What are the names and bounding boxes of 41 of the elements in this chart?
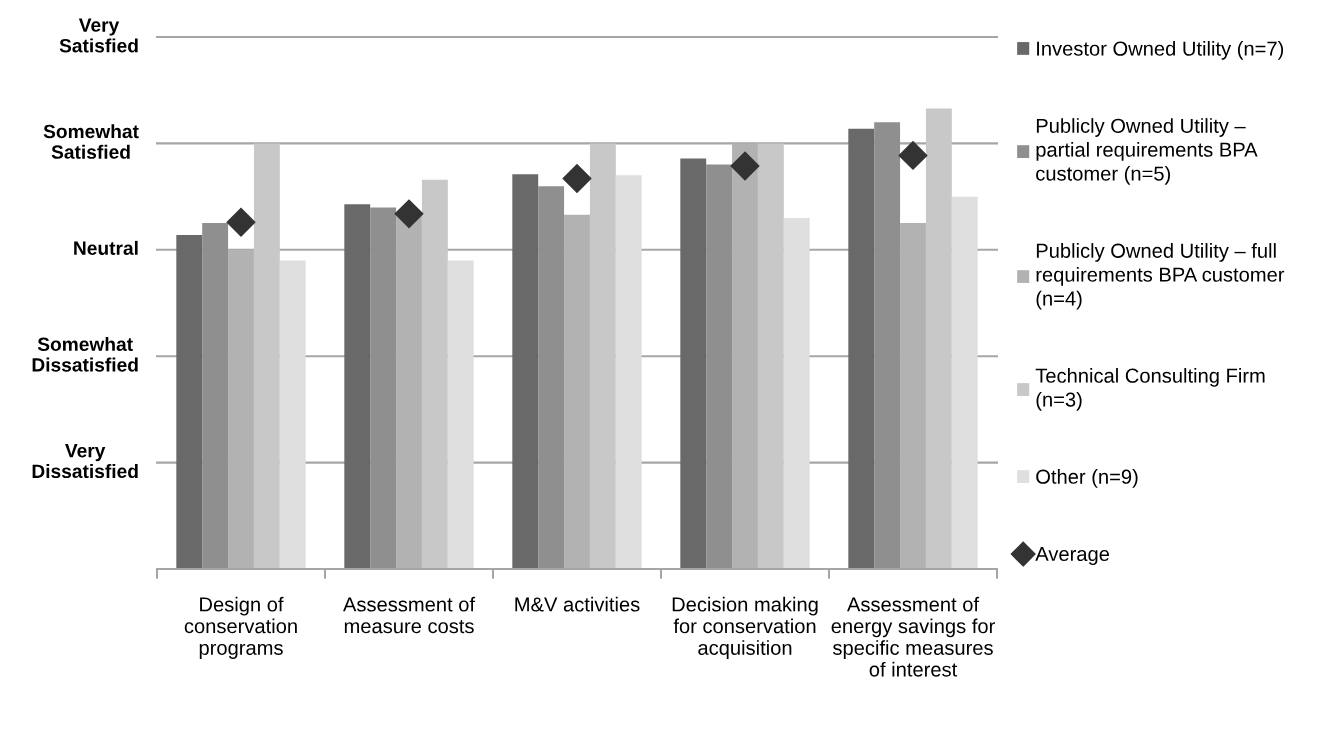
bar — [538, 186, 565, 569]
legend-label: Technical Consulting Firm (n=3) — [1035, 368, 1265, 411]
ref-line-label: Very Dissatisfied — [32, 444, 138, 479]
bar — [447, 260, 474, 569]
bar — [279, 260, 306, 569]
legend-label: Publicly Owned Utility – full requirements BPA customer (n=4) — [1036, 243, 1285, 310]
bar — [589, 143, 616, 569]
bar — [421, 179, 448, 569]
bar — [848, 128, 875, 569]
bar — [706, 164, 733, 569]
x-tick-label: Assessment of energy savings for specific measures of interest — [831, 596, 995, 677]
legend-label: Publicly Owned Utility – partial requirements BPA customer (n=5) — [1036, 118, 1258, 185]
bar — [680, 158, 707, 569]
legend-label: Investor Owned Utility (n=7) — [1037, 40, 1284, 60]
ref-line-label: Very Satisfied — [59, 18, 138, 53]
bar — [615, 175, 642, 569]
point — [898, 140, 928, 170]
x-tick-label: Decision making for conservation acquisition — [672, 596, 818, 659]
x-tick-label: M&V activities — [515, 596, 640, 612]
point — [562, 163, 592, 193]
ref-line-label: Somewhat Dissatisfied — [32, 336, 138, 372]
bar — [783, 218, 810, 569]
bar — [925, 108, 952, 569]
ref-line-label: Somewhat Satisfied — [43, 124, 139, 159]
bar — [512, 174, 539, 569]
point — [394, 199, 424, 229]
bar — [176, 235, 203, 569]
point — [730, 151, 760, 181]
x-tick-label: Design of conservation programs — [184, 596, 297, 659]
bar — [202, 223, 229, 569]
bar — [874, 122, 901, 569]
bar — [370, 207, 397, 569]
x-tick-label: Assessment of measure costs — [343, 596, 476, 634]
legend-label: Other (n=9) — [1036, 469, 1138, 488]
bar — [253, 143, 280, 569]
bar — [757, 143, 784, 569]
legend-label: Average — [1035, 547, 1110, 566]
ref-line-label: Neutral — [74, 240, 138, 255]
point — [226, 207, 256, 237]
bar — [344, 204, 371, 569]
bar — [951, 196, 978, 569]
